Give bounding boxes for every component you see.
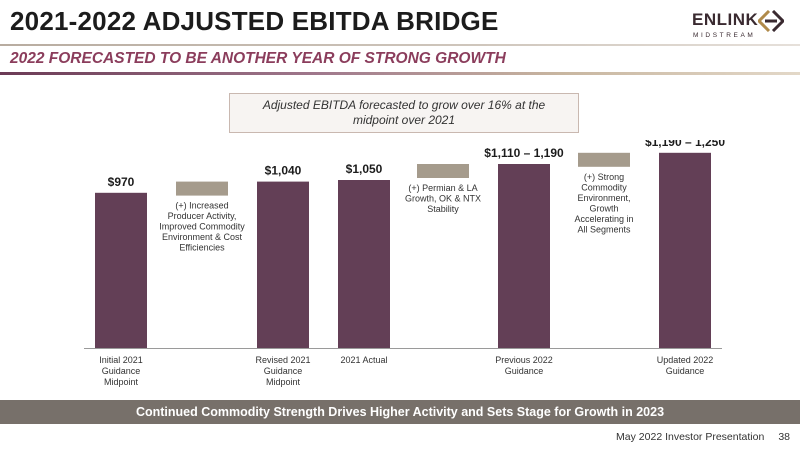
logo-arrow-icon (758, 10, 784, 32)
bar-value-label-5: $1,110 – 1,190 (484, 146, 564, 160)
callout-box: Adjusted EBITDA forecasted to grow over … (229, 93, 579, 133)
bar-value-label-0: $970 (108, 175, 135, 189)
page-subtitle: 2022 FORECASTED TO BE ANOTHER YEAR OF ST… (10, 50, 506, 67)
summary-banner: Continued Commodity Strength Drives High… (0, 400, 800, 424)
title-rule (0, 44, 800, 46)
step-note-4: (+) Permian & LA Growth, OK & NTX Stabilit… (405, 183, 481, 214)
bar-value-label-2: $1,040 (265, 164, 302, 178)
gradient-divider (0, 72, 800, 75)
category-label-5: Previous 2022 Guidance (495, 355, 553, 376)
bar-2 (257, 181, 309, 348)
bar-value-label-3: $1,050 (346, 162, 383, 176)
step-note-6: (+) Strong Commodity Environment, Growth Acc… (574, 172, 633, 235)
logo-subtext: MIDSTREAM (693, 32, 756, 39)
bridge-step-1 (176, 181, 228, 196)
footer: May 2022 Investor Presentation 38 (616, 431, 790, 443)
bar-7 (659, 152, 711, 348)
bar-5 (498, 164, 550, 348)
bridge-step-4 (417, 164, 469, 178)
category-label-7: Updated 2022 Guidance (657, 355, 714, 376)
bar-3 (338, 180, 390, 348)
page-title: 2021-2022 ADJUSTED EBITDA BRIDGE (10, 6, 499, 36)
company-logo: ENLINK MIDSTREAM (692, 8, 792, 44)
ebitda-bridge-chart: $970 Initial 2021 Guidance Midpoint (+) Incr… (84, 140, 725, 387)
logo-wordmark: ENLINK (692, 10, 759, 29)
category-label-2: Revised 2021 Guidance Midpoint (255, 355, 310, 387)
bridge-step-6 (578, 152, 630, 167)
footer-text: May 2022 Investor Presentation (616, 431, 765, 443)
step-note-1: (+) Increased Producer Activity, Improved … (159, 201, 245, 253)
category-label-3: 2021 Actual (340, 355, 387, 365)
category-label-0: Initial 2021 Guidance Midpoint (99, 355, 143, 387)
page-number: 38 (778, 431, 790, 443)
bar-0 (95, 192, 147, 348)
bar-value-label-7: $1,190 – 1,250 (645, 140, 725, 149)
